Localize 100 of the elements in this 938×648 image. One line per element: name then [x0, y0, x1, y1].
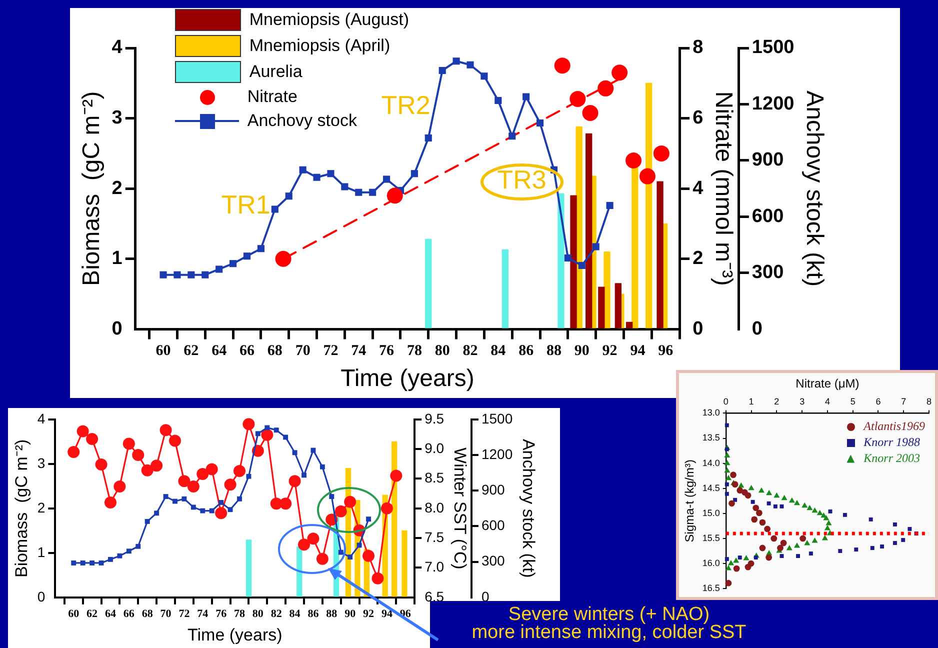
legend-label: Atlantis1969 [864, 419, 925, 434]
y3-axis-title: Anchovy stock (kt) [800, 90, 828, 287]
x-axis-title: Nitrate (μM) [796, 376, 860, 391]
x-tick-label: 1 [748, 396, 754, 406]
annotation: TR2 [381, 90, 430, 120]
legend-label: Anchovy stock [247, 111, 357, 131]
x-axis-title: Time (years) [340, 365, 474, 392]
y2-axis-title: Nitrate (mmol m⁻³) [710, 91, 737, 286]
x-tick-label: 82 [270, 608, 282, 620]
x-tick-label: 7 [901, 396, 906, 406]
x-tick-label: 64 [212, 343, 228, 360]
x-tick-label: 90 [574, 343, 590, 360]
y-tick-label: 3 [112, 108, 122, 129]
x-tick-label: 86 [308, 608, 320, 620]
y2-tick-label: 8 [692, 37, 704, 58]
y3-tick-label: 900 [752, 150, 784, 171]
x-tick-label: 86 [518, 343, 534, 360]
y-tick-label: 16.0 [702, 558, 720, 568]
y3-tick-label: 600 [752, 206, 784, 227]
x-tick-label: 88 [326, 608, 338, 620]
x-tick-label: 62 [184, 343, 199, 360]
x-tick-label: 74 [197, 608, 209, 620]
y-tick-label: 15.0 [702, 508, 720, 518]
y3-tick-label: 1200 [752, 93, 794, 114]
y-tick-label: 16.5 [702, 583, 720, 594]
annotation: TR1 [221, 189, 270, 220]
x-tick-label: 94 [381, 608, 393, 620]
x-tick-label: 66 [123, 608, 135, 620]
y2-axis-title: Winter SST (°C) [450, 448, 470, 570]
y-tick-label: 1 [112, 248, 123, 270]
y-tick-label: 13.5 [702, 432, 720, 443]
text: Severe winters (+ NAO) more intense mixing, colder SST [472, 604, 746, 643]
x-tick-label: 74 [351, 343, 367, 360]
y-tick-label: 4 [37, 410, 46, 426]
y2-tick-label: 6.5 [424, 588, 444, 604]
y3-axis-title: Anchovy stock (kt) [519, 438, 538, 578]
x-tick-label: 3 [800, 396, 805, 406]
x-tick-label: 68 [142, 608, 154, 620]
x-tick-label: 76 [379, 343, 395, 360]
y-tick-label: 0 [112, 318, 122, 340]
legend-label: Aurelia [249, 62, 302, 82]
x-tick-label: 92 [363, 608, 375, 620]
y2-tick-label: 9.5 [424, 410, 444, 426]
y-axis-title: Biomass (gC m⁻²) [78, 91, 106, 286]
y3-tick-label: 300 [752, 262, 784, 284]
annotation: TR3 [497, 164, 546, 195]
y2-tick-label: 7.5 [424, 528, 444, 545]
y3-tick-label: 1500 [481, 410, 513, 426]
x-tick-label: 8 [926, 396, 932, 406]
y-axis-title: Biomass (gC m⁻²) [12, 439, 31, 578]
x-tick-label: 92 [602, 343, 618, 360]
x-tick-label: 70 [160, 608, 172, 620]
y-tick-label: 2 [37, 499, 46, 516]
x-tick-label: 62 [86, 608, 98, 620]
x-tick-label: 76 [216, 608, 228, 620]
x-tick-label: 72 [323, 343, 338, 360]
y-tick-label: 13.0 [702, 408, 720, 418]
legend-label: Knorr 2003 [864, 451, 920, 466]
x-tick-label: 78 [234, 608, 246, 620]
x-tick-label: 80 [252, 608, 264, 620]
y3-tick-label: 300 [481, 552, 506, 569]
y3-tick-label: 900 [481, 481, 506, 498]
y-axis-title: Sigma-t (kg/m³) [682, 460, 697, 542]
x-tick-label: 90 [344, 608, 356, 620]
y-tick-label: 14.0 [702, 458, 720, 468]
x-tick-label: 5 [850, 396, 856, 406]
y2-tick-label: 8.5 [424, 470, 444, 486]
x-tick-label: 66 [239, 343, 255, 360]
x-tick-label: 60 [156, 343, 171, 360]
x-tick-label: 6 [876, 396, 881, 406]
y2-tick-label: 6 [692, 108, 704, 129]
y-tick-label: 15.5 [702, 532, 720, 543]
x-tick-label: 0 [723, 396, 728, 406]
x-tick-label: 4 [824, 396, 830, 406]
y3-tick-label: 600 [481, 517, 506, 534]
x-tick-label: 82 [462, 343, 478, 360]
y2-tick-label: 7.0 [424, 558, 444, 575]
x-tick-label: 2 [774, 396, 780, 406]
y3-tick-label: 0 [752, 318, 763, 340]
x-tick-label: 84 [490, 343, 506, 360]
x-tick-label: 88 [546, 343, 562, 360]
x-tick-label: 84 [289, 608, 301, 620]
legend-label: Mnemiopsis (August) [249, 10, 410, 30]
x-axis-title: Time (years) [188, 625, 282, 644]
y2-tick-label: 9.0 [424, 440, 444, 456]
y3-tick-label: 1500 [752, 37, 794, 58]
x-tick-label: 60 [68, 608, 80, 620]
y-tick-label: 4 [112, 37, 123, 58]
y-tick-label: 0 [37, 588, 46, 604]
x-tick-label: 70 [295, 343, 310, 360]
legend-label: Nitrate [247, 87, 298, 107]
x-tick-label: 78 [406, 343, 422, 360]
x-tick-label: 64 [104, 608, 116, 620]
legend-label: Knorr 1988 [864, 435, 920, 450]
x-tick-label: 80 [434, 343, 450, 360]
x-tick-label: 68 [267, 343, 282, 360]
y3-tick-label: 1200 [481, 446, 513, 462]
y-tick-label: 1 [37, 544, 46, 560]
y-tick-label: 3 [37, 454, 46, 471]
legend-label: Mnemiopsis (April) [249, 36, 390, 56]
